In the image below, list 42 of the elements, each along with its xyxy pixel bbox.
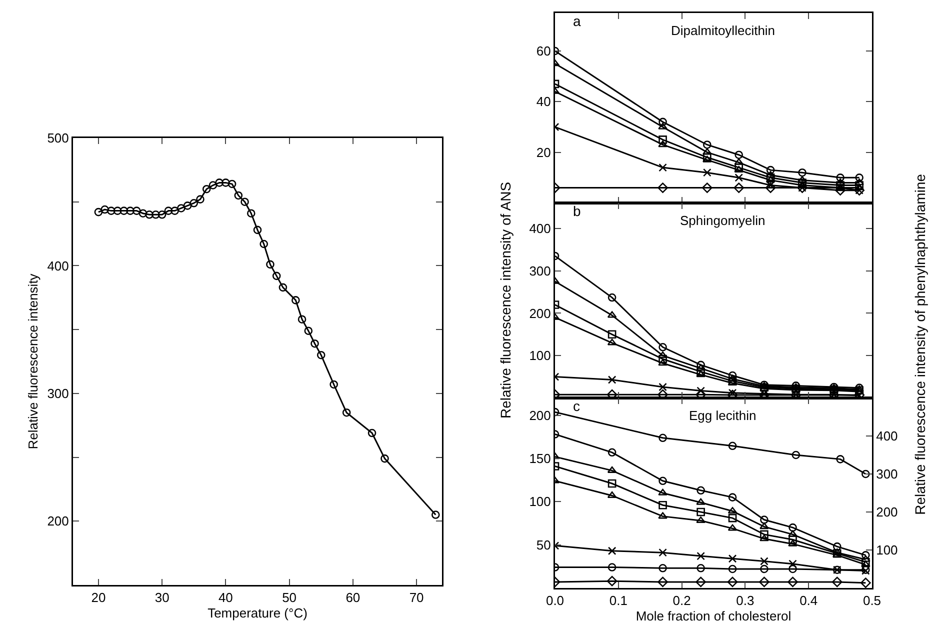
annotation: c: [573, 398, 580, 414]
y-tick-label: 200: [529, 306, 551, 321]
text: Egg lecithin: [689, 408, 756, 423]
x-tick-label: 0.0: [546, 593, 564, 608]
x-tick-label: 20: [91, 590, 106, 606]
y-tick-label: 40: [536, 94, 551, 110]
x-tick-label: 0.5: [862, 593, 882, 608]
x-tick-label: 50: [282, 590, 297, 606]
y2-tick-label: 100: [876, 542, 898, 558]
x-tick-label: 0.1: [609, 593, 628, 608]
y-tick-label: 20: [536, 144, 551, 160]
y-tick-label: 500: [47, 130, 69, 146]
x-axis-title: Mole fraction of cholesterol: [636, 608, 792, 624]
x-tick-label: 60: [346, 590, 360, 606]
x-tick-label: 0.2: [672, 593, 691, 608]
y-tick-label: 150: [529, 451, 551, 466]
text: Sphingomyelin: [680, 213, 766, 228]
y2-axis-title: Relative fluorescence intensity of phenylnaphthylamine: [912, 174, 928, 515]
x-tick-label: 0.3: [736, 593, 754, 608]
y-tick-label: 100: [529, 494, 551, 510]
y-tick-label: 300: [47, 386, 69, 401]
x-tick-label: 40: [218, 590, 233, 606]
x-tick-label: 0.4: [800, 593, 818, 608]
text: Dipalmitoyllecithin: [671, 23, 776, 38]
x-tick-label: 70: [409, 590, 424, 606]
y2-tick-label: 400: [876, 428, 898, 444]
y-tick-label: 200: [47, 514, 69, 529]
y-tick-label: 100: [529, 348, 551, 364]
y2-tick-label: 200: [876, 504, 898, 520]
y-tick-label: 300: [529, 263, 551, 278]
y-tick-label: 400: [529, 220, 551, 236]
annotation: a: [573, 13, 581, 29]
x-axis-title: Temperature (°C): [208, 605, 308, 620]
y-tick-label: 60: [536, 44, 551, 59]
y-tick-label: 400: [47, 258, 69, 274]
y-tick-label: 50: [536, 537, 551, 552]
y-tick-label: 200: [529, 408, 551, 423]
y2-tick-label: 300: [876, 466, 898, 482]
annotation: b: [573, 203, 581, 219]
y-axis-title: Relative fluorescence intensity of ANS: [498, 182, 514, 418]
x-tick-label: 30: [154, 590, 170, 606]
y-axis-title: Relative fluorescence intensity: [25, 273, 40, 450]
